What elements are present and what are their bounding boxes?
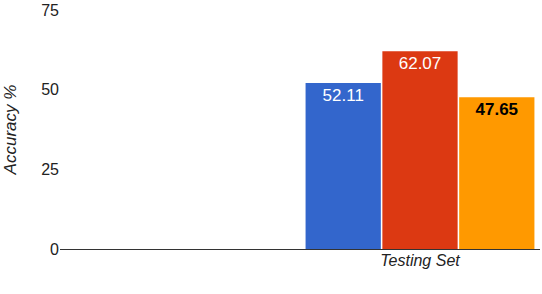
svg-text:52.11: 52.11 [323,86,364,105]
svg-text:Accuracy %: Accuracy % [1,85,20,176]
svg-text:25: 25 [41,161,59,178]
svg-text:Testing Set: Testing Set [380,252,460,269]
svg-text:50: 50 [41,81,59,98]
svg-text:75: 75 [41,2,59,19]
svg-text:47.65: 47.65 [476,100,519,119]
svg-text:0: 0 [50,241,59,258]
svg-text:62.07: 62.07 [399,54,442,73]
